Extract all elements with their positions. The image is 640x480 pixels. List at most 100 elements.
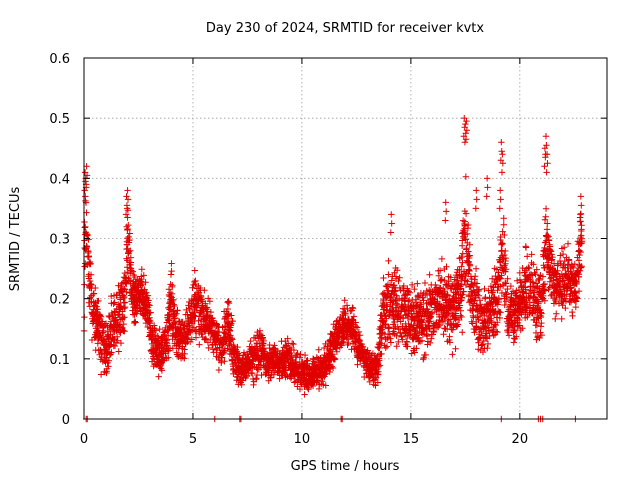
data-point [350,313,358,320]
data-point [330,354,338,362]
data-point [397,329,404,336]
data-point [146,302,153,309]
data-point [87,260,94,267]
data-point [475,316,482,324]
data-point [538,331,546,339]
data-point [500,221,507,228]
data-point [198,331,205,338]
data-point [501,231,508,239]
data-point [131,318,139,325]
data-point [138,266,145,273]
data-point [189,284,196,291]
data-point [228,312,235,319]
data-point [559,302,566,309]
data-point [146,314,153,321]
data-point [545,236,553,244]
data-point [561,257,568,265]
data-point [204,295,212,302]
data-point [516,316,523,324]
data-point [290,340,297,348]
data-point [340,338,347,346]
data-point [435,321,442,328]
data-point [390,307,397,315]
data-point [466,241,474,248]
data-point [574,295,581,302]
data-point [519,325,526,332]
data-point [270,371,278,378]
data-point [397,318,404,325]
data-point [452,296,459,304]
data-point [371,352,378,359]
data-point [105,312,113,320]
data-point [572,303,579,311]
data-point [140,272,148,279]
data-point [390,328,397,335]
data-point [459,329,466,336]
y-axis-label: SRMTID / TECUs [8,187,23,292]
data-point [533,266,540,273]
data-point [402,292,410,299]
data-point [498,139,505,146]
data-point [577,248,584,256]
data-point [496,314,504,322]
data-point [483,193,490,200]
data-point [497,309,504,316]
data-point [392,297,399,304]
data-point [461,139,469,146]
data-point [504,285,511,293]
data-point [191,327,199,335]
data-point [99,358,107,365]
data-point [561,287,568,295]
data-point [523,253,531,260]
data-point [224,309,232,317]
data-point [341,297,348,304]
axis-ticks [83,57,607,420]
data-point [297,351,304,358]
data-point [573,294,580,301]
data-point [575,270,583,278]
data-point [445,278,452,285]
data-point [94,305,101,313]
data-point [553,310,560,317]
data-point [387,339,395,346]
data-point [382,320,389,328]
data-point [462,281,470,289]
data-point [343,334,350,342]
data-point [471,273,479,280]
data-point [502,254,510,262]
grid [84,58,607,419]
data-point [473,187,480,194]
data-point [152,327,160,334]
data-point [492,321,499,329]
data-point [105,363,112,370]
data-point [165,286,173,293]
data-point [405,288,412,295]
data-point [132,319,139,326]
data-point [156,325,163,333]
data-point [142,279,149,286]
data-point [206,298,214,305]
data-point [441,277,448,284]
data-point [441,287,448,295]
data-point [111,299,118,306]
data-point [145,318,152,326]
data-point [85,252,93,260]
data-point [420,356,427,363]
data-point [560,244,568,251]
data-point [83,172,91,179]
data-point [558,315,565,323]
data-point [84,231,91,239]
data-point [349,304,356,311]
data-point [119,308,126,315]
data-point [423,332,431,339]
data-point [442,217,449,224]
data-point [123,288,130,296]
data-point [498,272,505,279]
data-point [146,317,154,325]
data-point [201,287,208,294]
data-point [421,279,429,287]
data-point [418,301,425,308]
data-point [228,335,235,342]
data-point [215,323,222,330]
data-point [538,310,545,317]
